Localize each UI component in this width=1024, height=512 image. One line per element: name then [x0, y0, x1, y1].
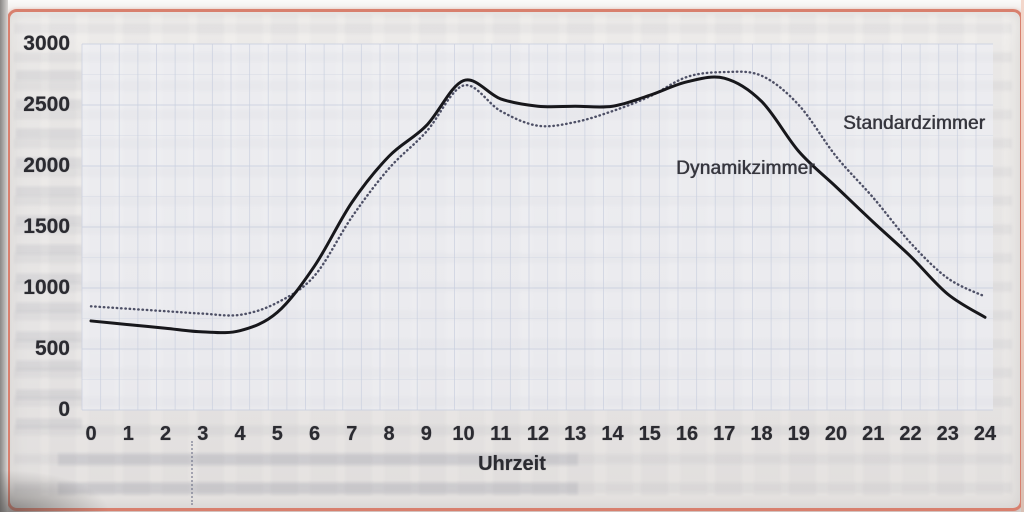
page-right-edge [1021, 0, 1024, 512]
x-tick-8: 8 [383, 423, 395, 445]
x-tick-18: 18 [750, 423, 773, 445]
x-tick-15: 15 [638, 423, 661, 445]
x-tick-23: 23 [936, 423, 959, 445]
x-tick-13: 13 [564, 423, 587, 445]
series-line-dynamikzimmer [89, 75, 987, 335]
x-tick-12: 12 [526, 423, 550, 445]
y-tick-2000: 2000 [23, 154, 70, 177]
x-tick-17: 17 [713, 423, 736, 445]
y-tick-1500: 1500 [23, 215, 70, 238]
x-tick-10: 10 [452, 423, 475, 445]
x-tick-22: 22 [899, 423, 922, 445]
scan-artifact-dotted-line [191, 441, 193, 505]
x-tick-7: 7 [346, 423, 358, 445]
x-tick-6: 6 [308, 423, 321, 445]
x-tick-0: 0 [85, 423, 97, 445]
x-tick-11: 11 [490, 423, 512, 445]
grid-lines [81, 43, 993, 411]
x-tick-20: 20 [824, 423, 848, 445]
series-line-standardzimmer [89, 70, 987, 317]
y-tick-0: 0 [58, 398, 70, 421]
y-tick-3000: 3000 [23, 32, 70, 55]
x-tick-16: 16 [675, 423, 699, 445]
scan-corner-shadow [0, 470, 110, 512]
y-tick-500: 500 [34, 337, 70, 360]
x-tick-19: 19 [787, 423, 810, 445]
x-tick-24: 24 [973, 423, 997, 445]
x-tick-4: 4 [234, 423, 246, 445]
x-axis-title: Uhrzeit [478, 453, 546, 475]
x-tick-1: 1 [122, 423, 134, 445]
x-tick-3: 3 [197, 423, 209, 445]
x-tick-2: 2 [159, 423, 172, 445]
y-tick-2500: 2500 [23, 93, 70, 116]
x-tick-14: 14 [601, 423, 624, 445]
series-label-standardzimmer: Standardzimmer [843, 113, 986, 134]
series-label-dynamikzimmer: Dynamikzimmer [676, 158, 815, 179]
y-tick-1000: 1000 [23, 276, 70, 299]
x-tick-21: 21 [862, 423, 885, 445]
page-gutter-shadow [0, 0, 8, 512]
y-axis-tick-labels: 3000 2500 2000 1500 1000 500 0 [10, 0, 70, 512]
x-tick-9: 9 [420, 423, 432, 445]
x-tick-5: 5 [271, 423, 283, 445]
